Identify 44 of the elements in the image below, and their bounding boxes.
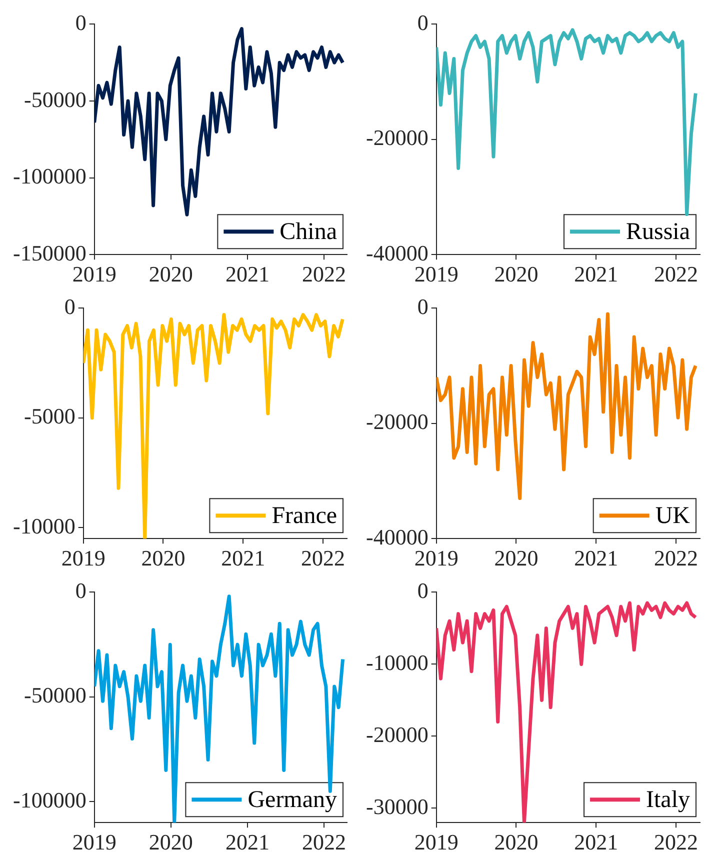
y-tick-label: -10000	[13, 513, 76, 538]
x-tick-label: 2021	[574, 830, 618, 855]
x-tick-label: 2022	[302, 262, 346, 287]
x-tick-label: 2019	[61, 546, 106, 571]
y-tick-label: 0	[75, 10, 86, 35]
x-tick-label: 2020	[148, 830, 193, 855]
legend-label: UK	[655, 502, 691, 529]
x-tick-label: 2022	[302, 830, 346, 855]
y-tick-label: 0	[417, 10, 428, 35]
x-tick-label: 2020	[494, 262, 538, 287]
y-tick-label: -20000	[366, 125, 428, 150]
y-tick-label: -50000	[24, 86, 86, 112]
x-tick-label: 2020	[148, 262, 193, 287]
y-tick-label: -100000	[13, 787, 86, 812]
x-tick-label: 2021	[574, 262, 618, 287]
y-tick-label: -50000	[24, 682, 86, 708]
x-tick-label: 2022	[654, 830, 698, 855]
legend-label: France	[272, 502, 337, 529]
x-tick-label: 2021	[225, 262, 270, 287]
y-tick-label: 0	[64, 294, 76, 319]
x-tick-label: 2021	[574, 546, 618, 571]
x-tick-label: 2021	[221, 546, 266, 571]
y-tick-label: -10000	[366, 650, 428, 675]
x-tick-label: 2019	[72, 830, 116, 855]
x-tick-label: 2022	[654, 262, 698, 287]
x-tick-label: 2020	[141, 546, 186, 571]
y-tick-label: 0	[417, 578, 428, 603]
x-tick-label: 2020	[494, 546, 538, 571]
y-tick-label: 0	[75, 578, 86, 603]
legend-label: Italy	[646, 786, 690, 813]
x-tick-label: 2020	[494, 830, 538, 855]
y-tick-label: -30000	[366, 794, 428, 819]
legend-label: China	[280, 218, 338, 245]
y-tick-label: -20000	[366, 409, 428, 434]
y-tick-label: -100000	[13, 164, 86, 189]
x-tick-label: 2022	[301, 546, 346, 571]
legend-label: Russia	[626, 218, 690, 245]
legend-label: Germany	[248, 786, 337, 813]
x-tick-label: 2019	[414, 830, 458, 855]
x-tick-label: 2022	[654, 546, 698, 571]
x-tick-label: 2021	[225, 830, 270, 855]
y-tick-label: -5000	[24, 404, 76, 429]
y-tick-label: 0	[417, 294, 428, 319]
y-tick-label: -20000	[366, 722, 428, 747]
